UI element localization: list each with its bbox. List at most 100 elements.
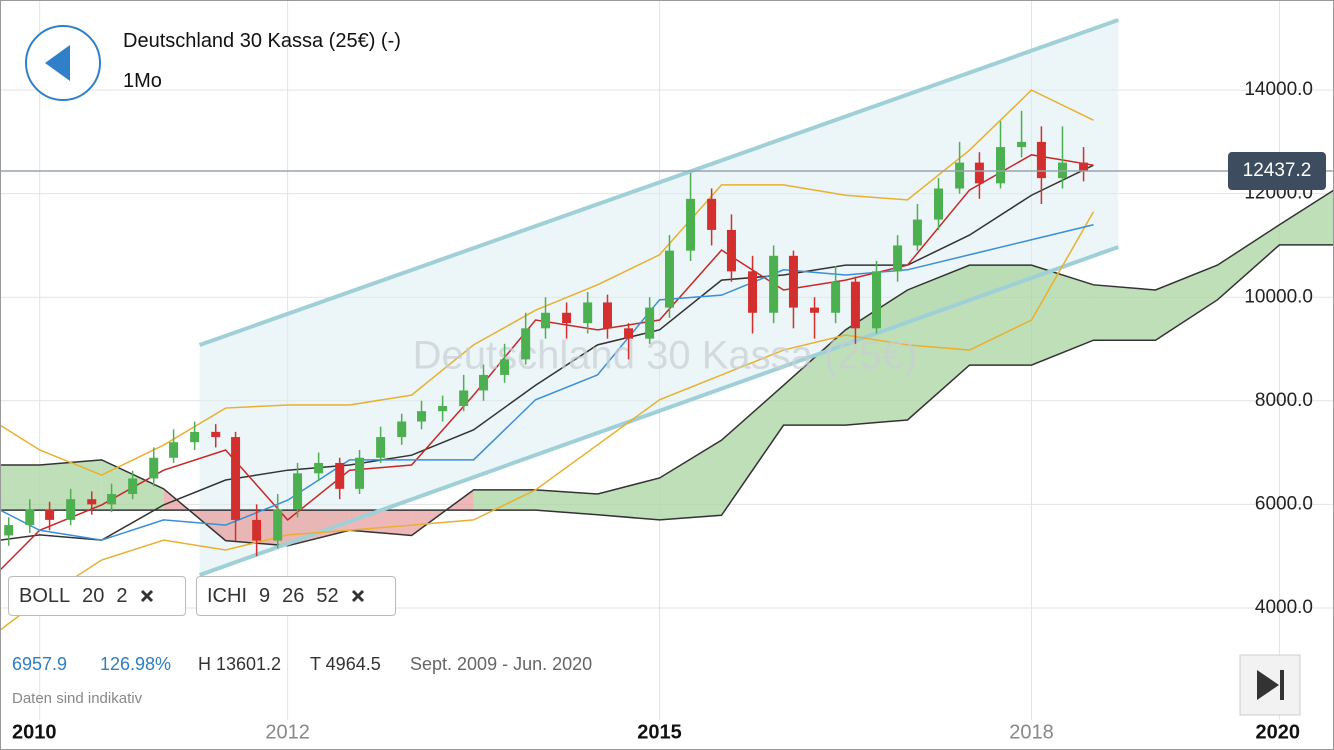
candle-body bbox=[769, 255, 779, 313]
candle-body bbox=[521, 328, 531, 360]
candle-body bbox=[45, 509, 55, 520]
candle-body bbox=[169, 442, 179, 458]
cloud-fill bbox=[39, 459, 102, 511]
candle-body bbox=[707, 198, 717, 230]
cloud-fill bbox=[1217, 224, 1280, 300]
cloud-fill bbox=[473, 489, 536, 511]
stat-change: 126.98% bbox=[100, 654, 172, 674]
channel-line bbox=[198, 18, 1119, 347]
stat-range: Sept. 2009 - Jun. 2020 bbox=[410, 654, 593, 674]
stat-last: 6957.9 bbox=[12, 654, 68, 674]
candle-body bbox=[397, 421, 407, 438]
cloud-fill bbox=[0, 465, 40, 511]
title: Deutschland 30 Kassa (25€) (-) bbox=[123, 30, 401, 52]
candle-body bbox=[376, 437, 386, 458]
candle-body bbox=[66, 499, 76, 520]
candle-body bbox=[645, 307, 655, 339]
cloud-fill bbox=[1279, 190, 1334, 245]
watermark: Deutschland 30 Kassa (25€) bbox=[413, 334, 918, 378]
candle-body bbox=[624, 328, 634, 339]
candle-body bbox=[974, 162, 984, 184]
candle-body bbox=[810, 307, 820, 313]
candle-body bbox=[1036, 141, 1046, 179]
candle-body bbox=[355, 457, 365, 489]
candle-body bbox=[686, 198, 696, 251]
cloud-fill bbox=[721, 385, 784, 516]
candle-body bbox=[231, 437, 241, 520]
candle-body bbox=[850, 281, 860, 329]
candle-body bbox=[211, 431, 221, 438]
close-icon[interactable] bbox=[351, 589, 365, 603]
x-tick-label: 2020 bbox=[1256, 721, 1301, 743]
candle-body bbox=[1017, 141, 1027, 148]
candle-body bbox=[788, 255, 798, 308]
indicator-chip[interactable]: ICHI 9 26 52 bbox=[196, 576, 396, 616]
candle-body bbox=[252, 519, 262, 541]
end-button[interactable] bbox=[1239, 654, 1301, 716]
indicator-line bbox=[0, 154, 1094, 571]
price-label-box bbox=[1228, 152, 1326, 191]
candle-body bbox=[273, 509, 283, 541]
close-icon[interactable] bbox=[140, 589, 154, 603]
back-button[interactable] bbox=[23, 23, 103, 103]
indicator-param: 52 bbox=[316, 584, 339, 607]
indicator-name: BOLL bbox=[19, 584, 71, 607]
candle-body bbox=[87, 499, 97, 505]
candle-body bbox=[872, 271, 882, 329]
y-tick-label: 6000.0 bbox=[1255, 493, 1313, 514]
indicator-chip[interactable]: BOLL 20 2 bbox=[8, 576, 186, 616]
candle-body bbox=[562, 312, 572, 324]
stat-low: T 4964.5 bbox=[310, 654, 381, 674]
cloud-fill bbox=[1093, 284, 1156, 341]
x-tick-label: 2012 bbox=[265, 721, 310, 743]
candle-body bbox=[190, 431, 200, 443]
candle-body bbox=[1079, 162, 1089, 172]
y-tick-label: 10000.0 bbox=[1244, 286, 1313, 307]
candle-body bbox=[541, 312, 551, 329]
candle-body bbox=[934, 188, 944, 220]
candle-body bbox=[128, 478, 138, 495]
indicator-name: ICHI bbox=[207, 584, 247, 607]
candle-body bbox=[25, 509, 35, 526]
indicator-param: 26 bbox=[282, 584, 305, 607]
candle-body bbox=[748, 271, 758, 313]
candle-body bbox=[314, 462, 324, 474]
cloud-fill bbox=[597, 477, 660, 520]
cloud-fill bbox=[1031, 265, 1094, 366]
cloud-fill bbox=[783, 329, 846, 426]
candle-body bbox=[293, 473, 303, 510]
cloud-fill bbox=[845, 289, 908, 426]
indicator-line bbox=[0, 224, 1094, 541]
candle-body bbox=[335, 462, 345, 489]
candle-body bbox=[417, 411, 427, 422]
note: Daten sind indikativ bbox=[12, 690, 143, 707]
end-icon-bar bbox=[1280, 670, 1284, 700]
period: 1Mo bbox=[123, 70, 162, 92]
candle-body bbox=[149, 457, 159, 479]
channel-fill bbox=[199, 19, 1119, 576]
candle-body bbox=[831, 281, 841, 313]
candle-body bbox=[479, 374, 489, 391]
candle-body bbox=[438, 405, 448, 412]
candle-body bbox=[726, 229, 736, 272]
stat-high: H 13601.2 bbox=[198, 654, 282, 674]
candle-body bbox=[583, 302, 593, 324]
cloud-fill bbox=[659, 440, 722, 520]
candle-body bbox=[664, 250, 674, 308]
y-tick-label: 14000.0 bbox=[1244, 79, 1313, 100]
cloud-fill bbox=[969, 265, 1032, 366]
candle-body bbox=[602, 302, 612, 329]
end-icon bbox=[1257, 670, 1279, 700]
candle-body bbox=[955, 162, 965, 189]
channel-line bbox=[198, 245, 1119, 577]
candle-body bbox=[107, 494, 117, 505]
y-tick-label: 8000.0 bbox=[1255, 390, 1313, 411]
cloud-span bbox=[0, 244, 1334, 521]
indicator-param: 2 bbox=[116, 584, 128, 607]
y-tick-label: 4000.0 bbox=[1255, 597, 1313, 618]
candle-body bbox=[912, 219, 922, 246]
back-arrow bbox=[45, 45, 70, 81]
indicator-param: 9 bbox=[259, 584, 271, 607]
